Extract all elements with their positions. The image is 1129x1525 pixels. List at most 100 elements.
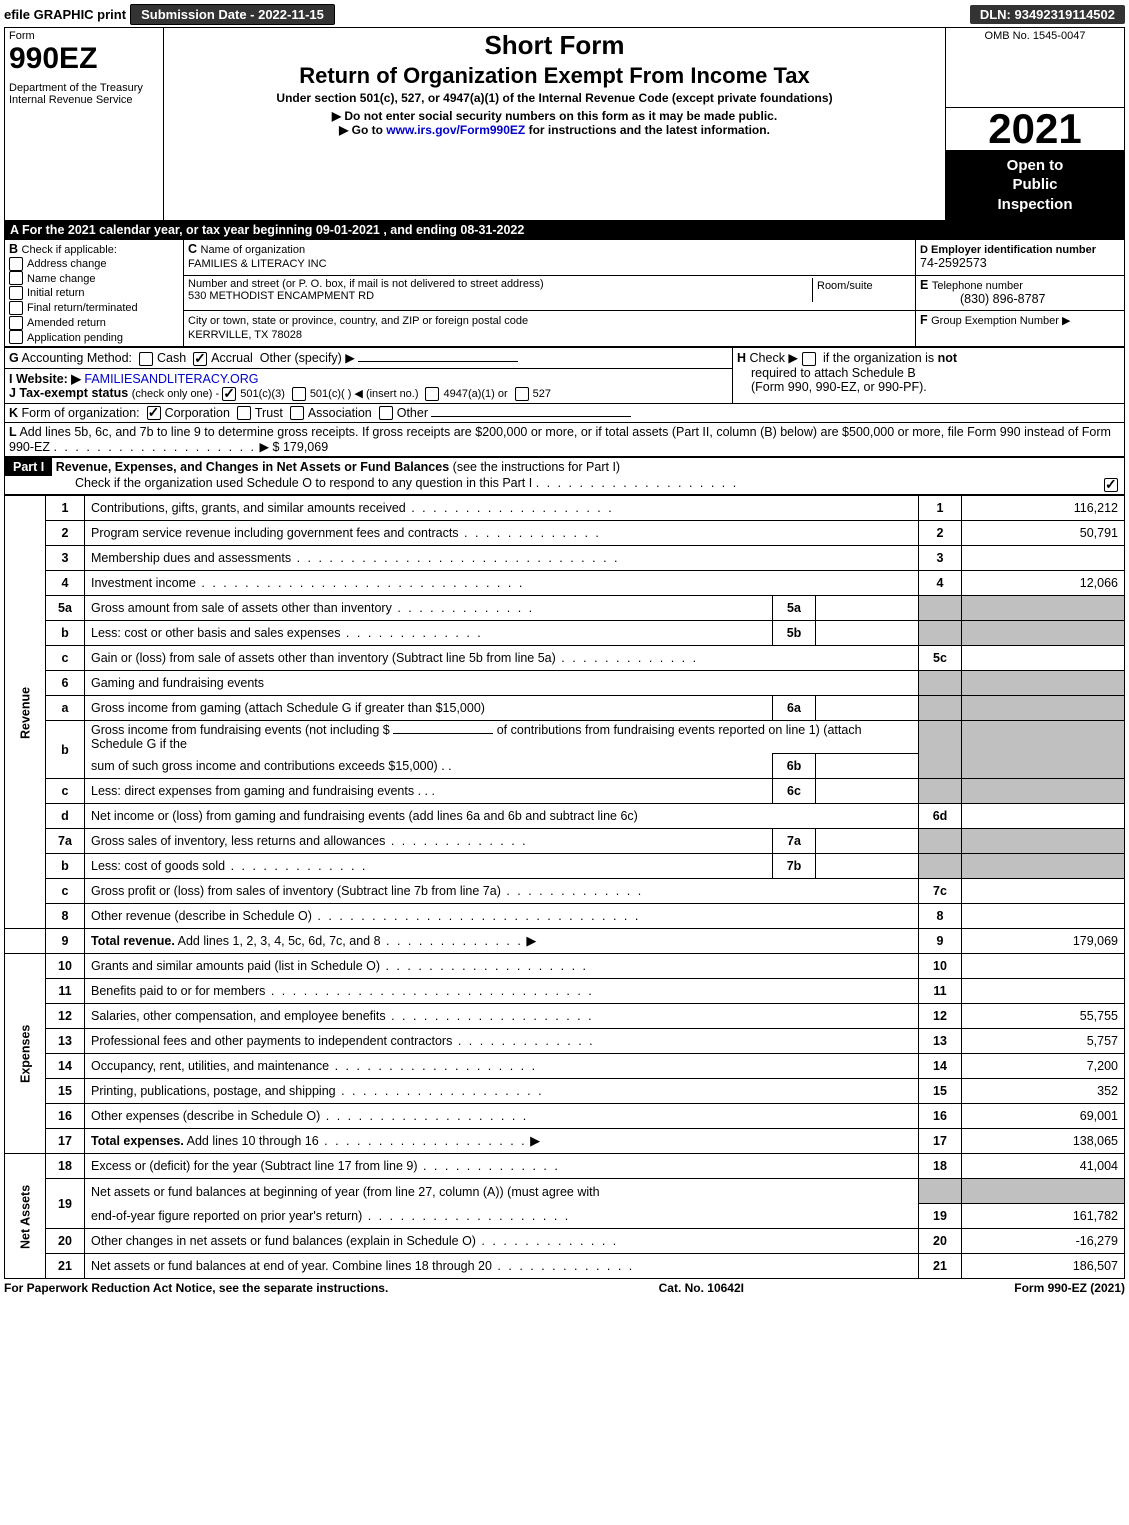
527-checkbox[interactable] xyxy=(515,387,529,401)
line-6b-val[interactable] xyxy=(816,754,919,779)
line-18-n: 18 xyxy=(919,1154,962,1179)
f-label: F xyxy=(920,313,928,327)
grey-cell xyxy=(962,829,1125,854)
line-21-desc: Net assets or fund balances at end of ye… xyxy=(91,1259,492,1273)
line-6a-val[interactable] xyxy=(816,696,919,721)
501c3-label: 501(c)(3) xyxy=(240,388,285,400)
cash-label: Cash xyxy=(157,351,186,365)
k-text: Form of organization: xyxy=(22,406,140,420)
d-label: D Employer identification number xyxy=(920,244,1096,256)
line-9-desc2: Add lines 1, 2, 3, 4, 5c, 6d, 7c, and 8 xyxy=(175,934,381,948)
line-14-no: 14 xyxy=(46,1054,85,1079)
line-19-amt: 161,782 xyxy=(962,1204,1125,1229)
trust-label: Trust xyxy=(255,406,283,420)
line-6b-desc2: sum of such gross income and contributio… xyxy=(91,759,438,773)
line-21-no: 21 xyxy=(46,1254,85,1279)
other-method-input[interactable] xyxy=(358,361,518,362)
line-21-n: 21 xyxy=(919,1254,962,1279)
b-text: Check if applicable: xyxy=(22,244,117,256)
arrow-icon: ▶ xyxy=(530,1133,540,1148)
line-5a-desc: Gross amount from sale of assets other t… xyxy=(91,601,392,615)
assoc-checkbox[interactable] xyxy=(290,406,304,420)
grey-cell xyxy=(919,854,962,879)
g-text: Accounting Method: xyxy=(22,351,133,365)
b-label: B xyxy=(9,242,18,256)
501c3-checkbox[interactable] xyxy=(222,387,236,401)
line-13-amt: 5,757 xyxy=(962,1029,1125,1054)
line-12-n: 12 xyxy=(919,1004,962,1029)
other-method-label: Other (specify) ▶ xyxy=(260,351,355,365)
line-6b-blank[interactable] xyxy=(393,733,493,734)
line-9-amt: 179,069 xyxy=(962,929,1125,954)
initial-return-checkbox[interactable] xyxy=(9,286,23,300)
street-value: 530 METHODIST ENCAMPMENT RD xyxy=(188,290,374,302)
short-form-title: Short Form xyxy=(168,30,941,61)
line-3-no: 3 xyxy=(46,546,85,571)
cash-checkbox[interactable] xyxy=(139,352,153,366)
amended-return-label: Amended return xyxy=(27,317,106,329)
g-label: G xyxy=(9,351,19,365)
efile-label: efile GRAPHIC print xyxy=(4,7,126,22)
open-l1: Open to xyxy=(1007,157,1064,174)
addr-change-checkbox[interactable] xyxy=(9,257,23,271)
accrual-checkbox[interactable] xyxy=(193,352,207,366)
line-6c-val[interactable] xyxy=(816,779,919,804)
501c-label: 501(c)( ) ◀ (insert no.) xyxy=(310,388,419,400)
grey-cell xyxy=(919,721,962,779)
line-6d-amt xyxy=(962,804,1125,829)
trust-checkbox[interactable] xyxy=(237,406,251,420)
4947-label: 4947(a)(1) or xyxy=(443,388,507,400)
line-7a-val[interactable] xyxy=(816,829,919,854)
line-7b-desc: Less: cost of goods sold xyxy=(91,859,225,873)
line-6c-no: c xyxy=(46,779,85,804)
corp-checkbox[interactable] xyxy=(147,406,161,420)
submission-date-button[interactable]: Submission Date - 2022-11-15 xyxy=(130,4,335,25)
app-pending-checkbox[interactable] xyxy=(9,330,23,344)
h-text2: if the organization is xyxy=(823,351,938,365)
line-2-no: 2 xyxy=(46,521,85,546)
subtitle: Under section 501(c), 527, or 4947(a)(1)… xyxy=(168,91,941,105)
tax-year: 2021 xyxy=(946,108,1124,150)
other-org-checkbox[interactable] xyxy=(379,406,393,420)
h-checkbox[interactable] xyxy=(802,352,816,366)
501c-checkbox[interactable] xyxy=(292,387,306,401)
line-4-n: 4 xyxy=(919,571,962,596)
goto-post: for instructions and the latest informat… xyxy=(525,123,770,137)
main-title: Return of Organization Exempt From Incom… xyxy=(168,63,941,89)
line-5c-no: c xyxy=(46,646,85,671)
line-5a-no: 5a xyxy=(46,596,85,621)
l-label: L xyxy=(9,425,17,439)
line-9-n: 9 xyxy=(919,929,962,954)
line-3-n: 3 xyxy=(919,546,962,571)
line-12-amt: 55,755 xyxy=(962,1004,1125,1029)
line-7c-n: 7c xyxy=(919,879,962,904)
other-org-input[interactable] xyxy=(431,416,631,417)
line-5b-val[interactable] xyxy=(816,621,919,646)
i-label: I Website: ▶ xyxy=(9,372,81,386)
line-14-n: 14 xyxy=(919,1054,962,1079)
irs-link[interactable]: www.irs.gov/Form990EZ xyxy=(386,123,525,137)
line-6d-n: 6d xyxy=(919,804,962,829)
amended-return-checkbox[interactable] xyxy=(9,316,23,330)
line-5b-no: b xyxy=(46,621,85,646)
page-footer: For Paperwork Reduction Act Notice, see … xyxy=(4,1281,1125,1295)
final-return-checkbox[interactable] xyxy=(9,301,23,315)
4947-checkbox[interactable] xyxy=(425,387,439,401)
goto-note: ▶ Go to www.irs.gov/Form990EZ for instru… xyxy=(168,123,941,137)
line-7b-val[interactable] xyxy=(816,854,919,879)
part-i-checkbox[interactable] xyxy=(1104,478,1118,492)
line-10-desc: Grants and similar amounts paid (list in… xyxy=(91,959,380,973)
line-18-amt: 41,004 xyxy=(962,1154,1125,1179)
line-6b-desc1: Gross income from fundraising events (no… xyxy=(91,723,390,737)
line-16-no: 16 xyxy=(46,1104,85,1129)
dln-label: DLN: 93492319114502 xyxy=(970,5,1125,24)
name-change-checkbox[interactable] xyxy=(9,271,23,285)
line-2-amt: 50,791 xyxy=(962,521,1125,546)
room-label: Room/suite xyxy=(813,278,912,302)
grey-cell xyxy=(962,721,1125,779)
line-17-desc: Total expenses. xyxy=(91,1134,184,1148)
line-5a-val[interactable] xyxy=(816,596,919,621)
app-pending-label: Application pending xyxy=(27,332,123,344)
e-text: Telephone number xyxy=(932,280,1023,292)
line-11-desc: Benefits paid to or for members xyxy=(91,984,265,998)
